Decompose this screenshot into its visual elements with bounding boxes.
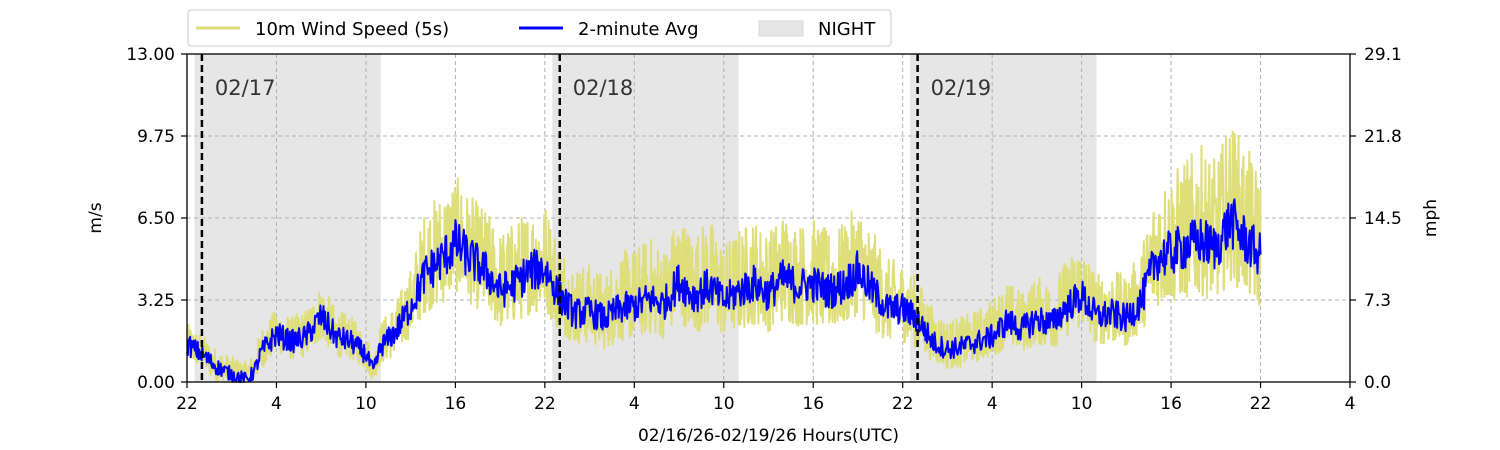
x-axis-ticks: 22 4 10 16 22 4 10 16 22 4 10 16 22 4 [176, 382, 1355, 414]
y-tick-label-left-3: 9.75 [137, 127, 175, 147]
date-marker-label-2: 02/19 [931, 76, 992, 100]
legend-label-wind-speed: 10m Wind Speed (5s) [255, 19, 449, 40]
y-axis-ticks: 0.00 0.0 3.25 7.3 6.50 14.5 9.75 21.8 13.00 29.1 [126, 45, 1402, 393]
y-axis-title-left: m/s [86, 202, 106, 233]
legend-label-night: NIGHT [818, 19, 876, 40]
x-tick-label-13: 4 [1345, 394, 1356, 414]
date-marker-layer: 02/17 02/18 02/19 [200, 54, 992, 382]
y-tick-label-left-2: 6.50 [137, 209, 175, 229]
y-tick-label-left-4: 13.00 [126, 45, 175, 65]
two-minute-avg-layer [186, 198, 1262, 383]
y-axis-title-right: mph [1421, 199, 1441, 237]
x-tick-label-11: 16 [1160, 394, 1182, 414]
y-tick-label-left-1: 3.25 [137, 291, 175, 311]
x-tick-label-1: 4 [271, 394, 282, 414]
legend: 10m Wind Speed (5s) 2-minute Avg NIGHT [187, 9, 892, 47]
x-tick-label-12: 22 [1250, 394, 1272, 414]
x-tick-label-3: 16 [445, 394, 467, 414]
y-tick-label-right-0: 0.0 [1364, 373, 1391, 393]
y-tick-label-right-1: 7.3 [1364, 291, 1391, 311]
x-tick-label-6: 10 [713, 394, 735, 414]
x-tick-label-9: 4 [987, 394, 998, 414]
legend-swatch-night [758, 20, 804, 37]
date-marker-label-0: 02/17 [215, 76, 276, 100]
x-tick-label-2: 10 [355, 394, 377, 414]
x-axis-title: 02/16/26-02/19/26 Hours(UTC) [638, 426, 899, 446]
x-tick-label-8: 22 [892, 394, 914, 414]
legend-label-2min-avg: 2-minute Avg [578, 19, 699, 40]
x-tick-label-5: 4 [629, 394, 640, 414]
y-tick-label-left-0: 0.00 [137, 373, 175, 393]
date-marker-label-1: 02/18 [573, 76, 634, 100]
series-line-2min-avg [186, 198, 1262, 383]
x-tick-label-0: 22 [176, 394, 198, 414]
x-tick-label-10: 10 [1071, 394, 1093, 414]
y-tick-label-right-4: 29.1 [1364, 45, 1402, 65]
x-tick-label-7: 16 [802, 394, 824, 414]
y-tick-label-right-2: 14.5 [1364, 209, 1402, 229]
y-tick-label-right-3: 21.8 [1364, 127, 1402, 147]
x-tick-label-4: 22 [534, 394, 556, 414]
